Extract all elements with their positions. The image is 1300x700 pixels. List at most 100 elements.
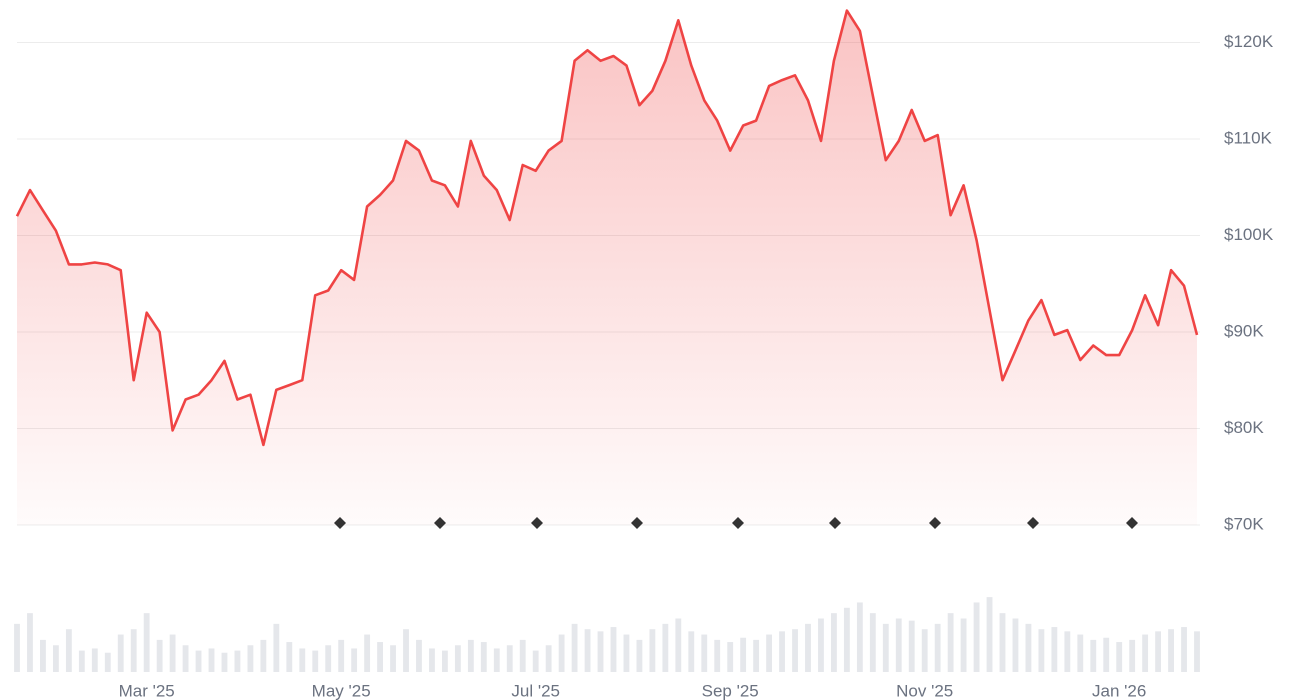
- volume-bar: [480, 642, 487, 672]
- event-marker: [1126, 517, 1138, 529]
- volume-bar: [597, 631, 604, 672]
- volume-bar: [986, 597, 993, 672]
- volume-bar: [429, 648, 435, 672]
- event-marker: [732, 517, 744, 529]
- volume-bar: [701, 634, 708, 672]
- volume-bar: [792, 629, 798, 672]
- volume-bar: [1129, 639, 1136, 672]
- volume-bar: [221, 652, 228, 672]
- volume-bar: [675, 618, 682, 672]
- volume-bar: [78, 650, 85, 672]
- volume-bar: [818, 618, 824, 672]
- x-tick-label: May '25: [312, 681, 371, 700]
- volume-bar: [623, 634, 630, 672]
- event-marker: [929, 517, 941, 529]
- y-tick-label: $90K: [1224, 321, 1264, 340]
- volume-bar: [1077, 634, 1084, 672]
- event-markers: [334, 517, 1138, 529]
- volume-bar: [27, 613, 33, 672]
- volume-bar: [182, 645, 189, 672]
- volume-bar: [519, 639, 526, 672]
- volume-bar: [532, 650, 539, 672]
- event-marker: [631, 517, 643, 529]
- volume-bar: [454, 645, 461, 672]
- volume-bar: [506, 645, 513, 672]
- volume-bar: [1090, 639, 1097, 672]
- volume-bar: [156, 639, 163, 672]
- y-tick-label: $120K: [1224, 32, 1274, 51]
- volume-bar: [312, 650, 319, 672]
- volume-bar: [260, 639, 267, 672]
- volume-bar: [364, 634, 371, 672]
- volume-bar: [273, 623, 280, 672]
- volume-bar: [973, 602, 980, 672]
- volume-bar: [1038, 629, 1045, 672]
- volume-bar: [753, 639, 760, 672]
- volume-bar: [1116, 642, 1123, 672]
- volume-bar: [416, 639, 422, 672]
- volume-bar: [740, 637, 747, 672]
- volume-bar: [467, 639, 474, 672]
- volume-bar: [1194, 631, 1200, 672]
- x-tick-label: Nov '25: [896, 681, 953, 700]
- volume-bar: [117, 634, 124, 672]
- volume-bar: [1155, 631, 1162, 672]
- volume-bar: [208, 648, 215, 672]
- volume-bar: [856, 602, 863, 672]
- volume-bar: [1181, 627, 1187, 672]
- volume-bar: [662, 623, 669, 672]
- volume-bar: [1064, 631, 1071, 672]
- volume-bar: [351, 648, 358, 672]
- volume-bar: [779, 631, 785, 672]
- volume-bar: [65, 629, 72, 672]
- volume-bar: [169, 634, 176, 672]
- event-marker: [531, 517, 543, 529]
- volume-bar: [234, 650, 241, 672]
- volume-bar: [299, 648, 306, 672]
- event-marker: [434, 517, 446, 529]
- volume-bar: [805, 623, 811, 672]
- volume-bar: [934, 623, 941, 672]
- volume-bar: [571, 623, 578, 672]
- y-tick-label: $70K: [1224, 514, 1264, 533]
- volume-bar: [727, 642, 734, 672]
- volume-bar: [1168, 629, 1174, 672]
- volume-bar: [947, 613, 954, 672]
- volume-bar: [130, 629, 137, 672]
- x-tick-label: Sep '25: [702, 681, 759, 700]
- event-marker: [1027, 517, 1039, 529]
- volume-bar: [143, 613, 150, 672]
- volume-bar: [286, 642, 293, 672]
- volume-bar: [766, 634, 773, 672]
- volume-bar: [325, 645, 332, 672]
- volume-bar: [104, 652, 111, 672]
- volume-bar: [195, 650, 202, 672]
- x-tick-label: Jan '26: [1092, 681, 1146, 700]
- volume-bar: [688, 631, 695, 672]
- volume-bar: [1012, 618, 1019, 672]
- volume-bar: [921, 629, 928, 672]
- volume-bar: [895, 618, 902, 672]
- y-tick-label: $100K: [1224, 225, 1274, 244]
- volume-bar: [493, 648, 500, 672]
- volume-bar: [390, 645, 396, 672]
- volume-bar: [649, 629, 656, 672]
- volume-bar: [247, 645, 254, 672]
- volume-bar: [1025, 623, 1032, 672]
- volume-bar: [14, 623, 20, 672]
- volume-bar: [960, 618, 967, 672]
- volume-bar: [636, 639, 643, 672]
- price-line: [15, 9, 1199, 447]
- volume-bar: [377, 642, 383, 672]
- volume-bar: [714, 639, 721, 672]
- volume-bar: [1051, 627, 1058, 672]
- volume-bar: [843, 607, 850, 672]
- volume-bar: [40, 639, 46, 672]
- volume-bar: [1142, 634, 1149, 672]
- event-marker: [829, 517, 841, 529]
- y-tick-label: $110K: [1224, 128, 1273, 147]
- volume-bar: [999, 613, 1006, 672]
- price-area: [17, 10, 1197, 526]
